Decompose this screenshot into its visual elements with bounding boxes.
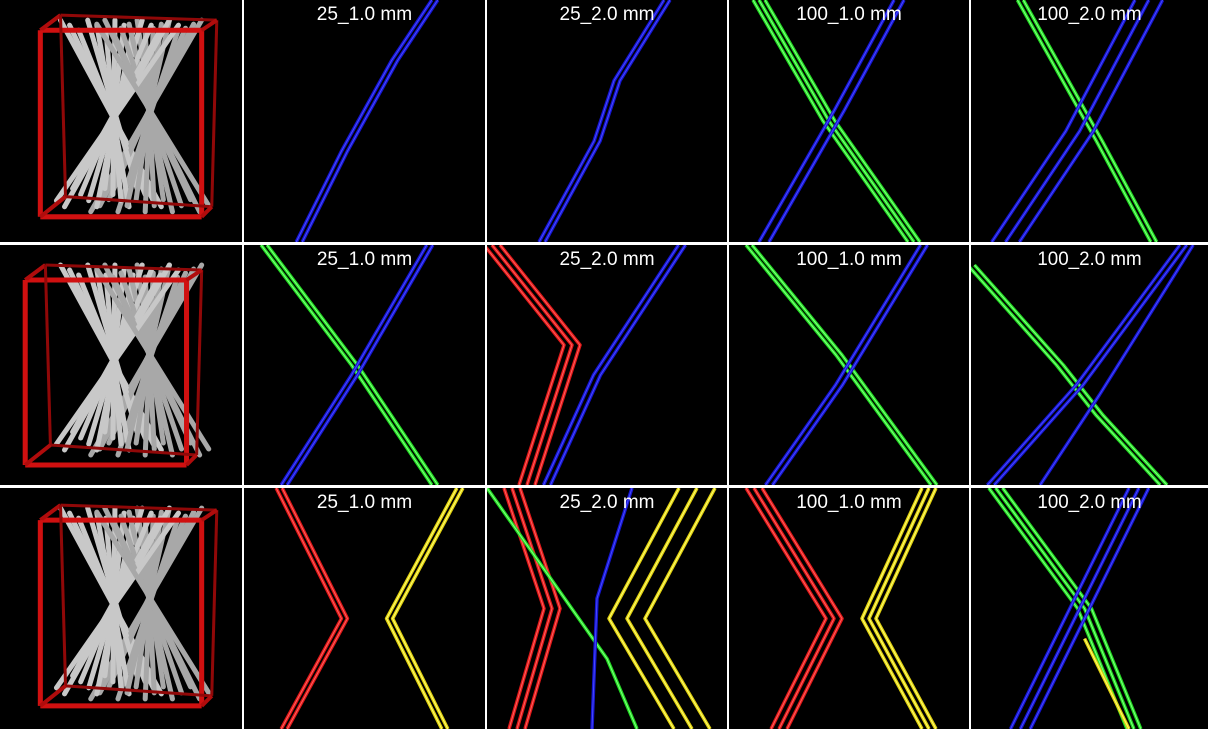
cube-edge <box>45 265 50 445</box>
phantom-image <box>0 488 242 729</box>
fiber-highlight <box>627 488 697 729</box>
tract-image: 100_2.0 mm <box>971 0 1208 242</box>
fiber-highlight <box>1030 488 1149 729</box>
fiber <box>487 245 564 485</box>
fiber <box>281 245 427 485</box>
phantom-image <box>0 245 242 485</box>
fiber <box>1006 0 1149 242</box>
fiber-highlight <box>645 488 715 729</box>
cube-edge <box>202 20 217 30</box>
panel-label: 25_2.0 mm <box>560 492 655 513</box>
fiber <box>971 265 1160 485</box>
panel-label: 25_1.0 mm <box>317 492 412 513</box>
fiber <box>539 0 664 242</box>
tract-image: 100_2.0 mm <box>971 245 1208 485</box>
fiber <box>754 488 834 729</box>
fiber-highlight <box>754 488 834 729</box>
fiber-highlight <box>302 0 438 242</box>
panel-label: 100_2.0 mm <box>1037 492 1141 513</box>
fiber <box>987 245 1180 485</box>
cube-edge <box>40 197 65 217</box>
tract-image: 25_1.0 mm <box>244 488 485 729</box>
fiber <box>627 488 697 729</box>
panel-label: 25_2.0 mm <box>559 249 654 270</box>
cube-edge <box>197 270 202 455</box>
cube-edge <box>25 445 50 465</box>
fiber-highlight <box>992 0 1135 242</box>
tract-image: 25_2.0 mm <box>487 245 727 485</box>
phantom-image <box>0 0 242 242</box>
fiber <box>762 488 842 729</box>
panel-label: 25_1.0 mm <box>317 249 412 270</box>
fiber <box>551 245 686 485</box>
figure: 25_1.0 mm 25_2.0 mm 100_1.0 mm 100_2.0 mm 25… <box>0 0 1208 729</box>
fiber-highlight <box>987 245 1180 485</box>
tract-image: 100_1.0 mm <box>729 488 969 729</box>
fiber <box>645 488 715 729</box>
cube-edge <box>212 20 217 207</box>
cube-edge <box>212 510 217 696</box>
fiber <box>302 0 438 242</box>
tract-image: 100_2.0 mm <box>971 488 1208 729</box>
fiber <box>992 0 1135 242</box>
cube-edge <box>40 686 65 706</box>
panel-label: 100_1.0 mm <box>796 492 901 513</box>
tract-image: 100_1.0 mm <box>729 0 969 242</box>
fiber-highlight <box>551 245 686 485</box>
fiber-highlight <box>989 488 1127 729</box>
fiber-highlight <box>1006 0 1149 242</box>
fiber <box>393 488 463 729</box>
panel-label: 100_2.0 mm <box>1037 249 1141 270</box>
cube-edge <box>50 445 196 455</box>
fiber-highlight <box>762 488 842 729</box>
fiber-highlight <box>393 488 463 729</box>
tract-image: 25_1.0 mm <box>244 245 485 485</box>
fiber-highlight <box>1020 488 1139 729</box>
fiber <box>592 488 632 729</box>
fiber <box>746 245 931 485</box>
tract-image: 100_1.0 mm <box>729 245 969 485</box>
cube-edge <box>61 505 66 686</box>
tract-image: 25_2.0 mm <box>487 488 727 729</box>
fiber <box>545 0 670 242</box>
fiber-highlight <box>487 245 564 485</box>
cube-edge <box>202 510 217 520</box>
panel-label: 100_2.0 mm <box>1037 4 1141 25</box>
panel-label: 100_1.0 mm <box>796 4 902 25</box>
panel-label: 25_1.0 mm <box>317 4 412 25</box>
tract-image: 25_1.0 mm <box>244 0 485 242</box>
fiber <box>287 245 433 485</box>
panel-label: 25_2.0 mm <box>560 4 655 25</box>
panel-label: 100_1.0 mm <box>796 249 902 270</box>
tract-image: 25_2.0 mm <box>487 0 727 242</box>
fiber <box>989 488 1127 729</box>
cube-edge <box>61 15 66 197</box>
